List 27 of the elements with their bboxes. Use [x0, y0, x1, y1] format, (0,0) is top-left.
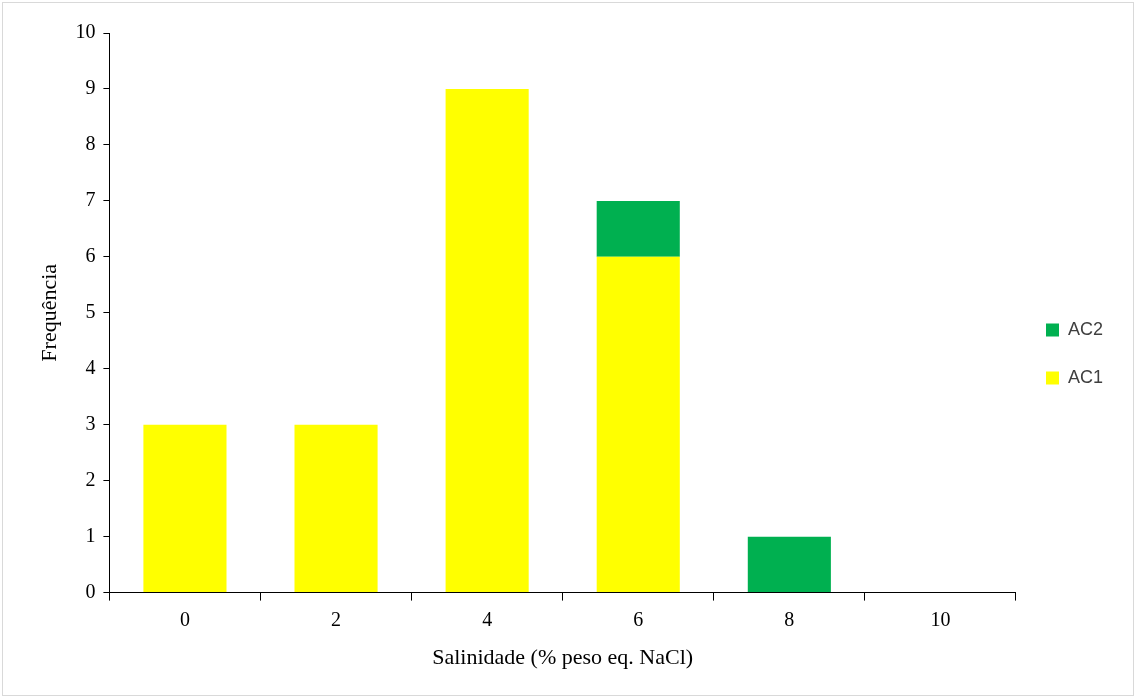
y-tick-label: 2	[85, 467, 96, 490]
x-tick-label: 10	[930, 607, 951, 630]
x-axis-title: Salinidade (% peso eq. NaCl)	[432, 643, 694, 669]
y-tick-label: 3	[85, 411, 96, 434]
legend-label: AC2	[1067, 318, 1103, 339]
bar	[596, 200, 680, 257]
y-tick-label: 0	[85, 579, 96, 602]
x-tick-label: 0	[179, 607, 190, 630]
x-tick-label: 6	[633, 607, 644, 630]
y-tick-label: 10	[75, 20, 96, 43]
bar	[596, 256, 680, 593]
y-tick-label: 7	[85, 188, 96, 211]
y-axis-title: Frequência	[35, 263, 61, 362]
y-tick-label: 5	[85, 300, 96, 323]
bar	[747, 536, 831, 593]
x-tick-label: 8	[784, 607, 795, 630]
legend-label: AC1	[1067, 366, 1103, 387]
y-tick-label: 8	[85, 132, 96, 155]
bar	[294, 424, 378, 593]
bar	[143, 424, 227, 593]
x-tick-label: 2	[331, 607, 342, 630]
y-tick-label: 9	[85, 76, 96, 99]
bar	[445, 88, 529, 593]
x-tick-label: 4	[482, 607, 493, 630]
y-tick-label: 1	[85, 523, 96, 546]
y-tick-label: 4	[85, 356, 96, 379]
y-tick-label: 6	[85, 244, 96, 267]
